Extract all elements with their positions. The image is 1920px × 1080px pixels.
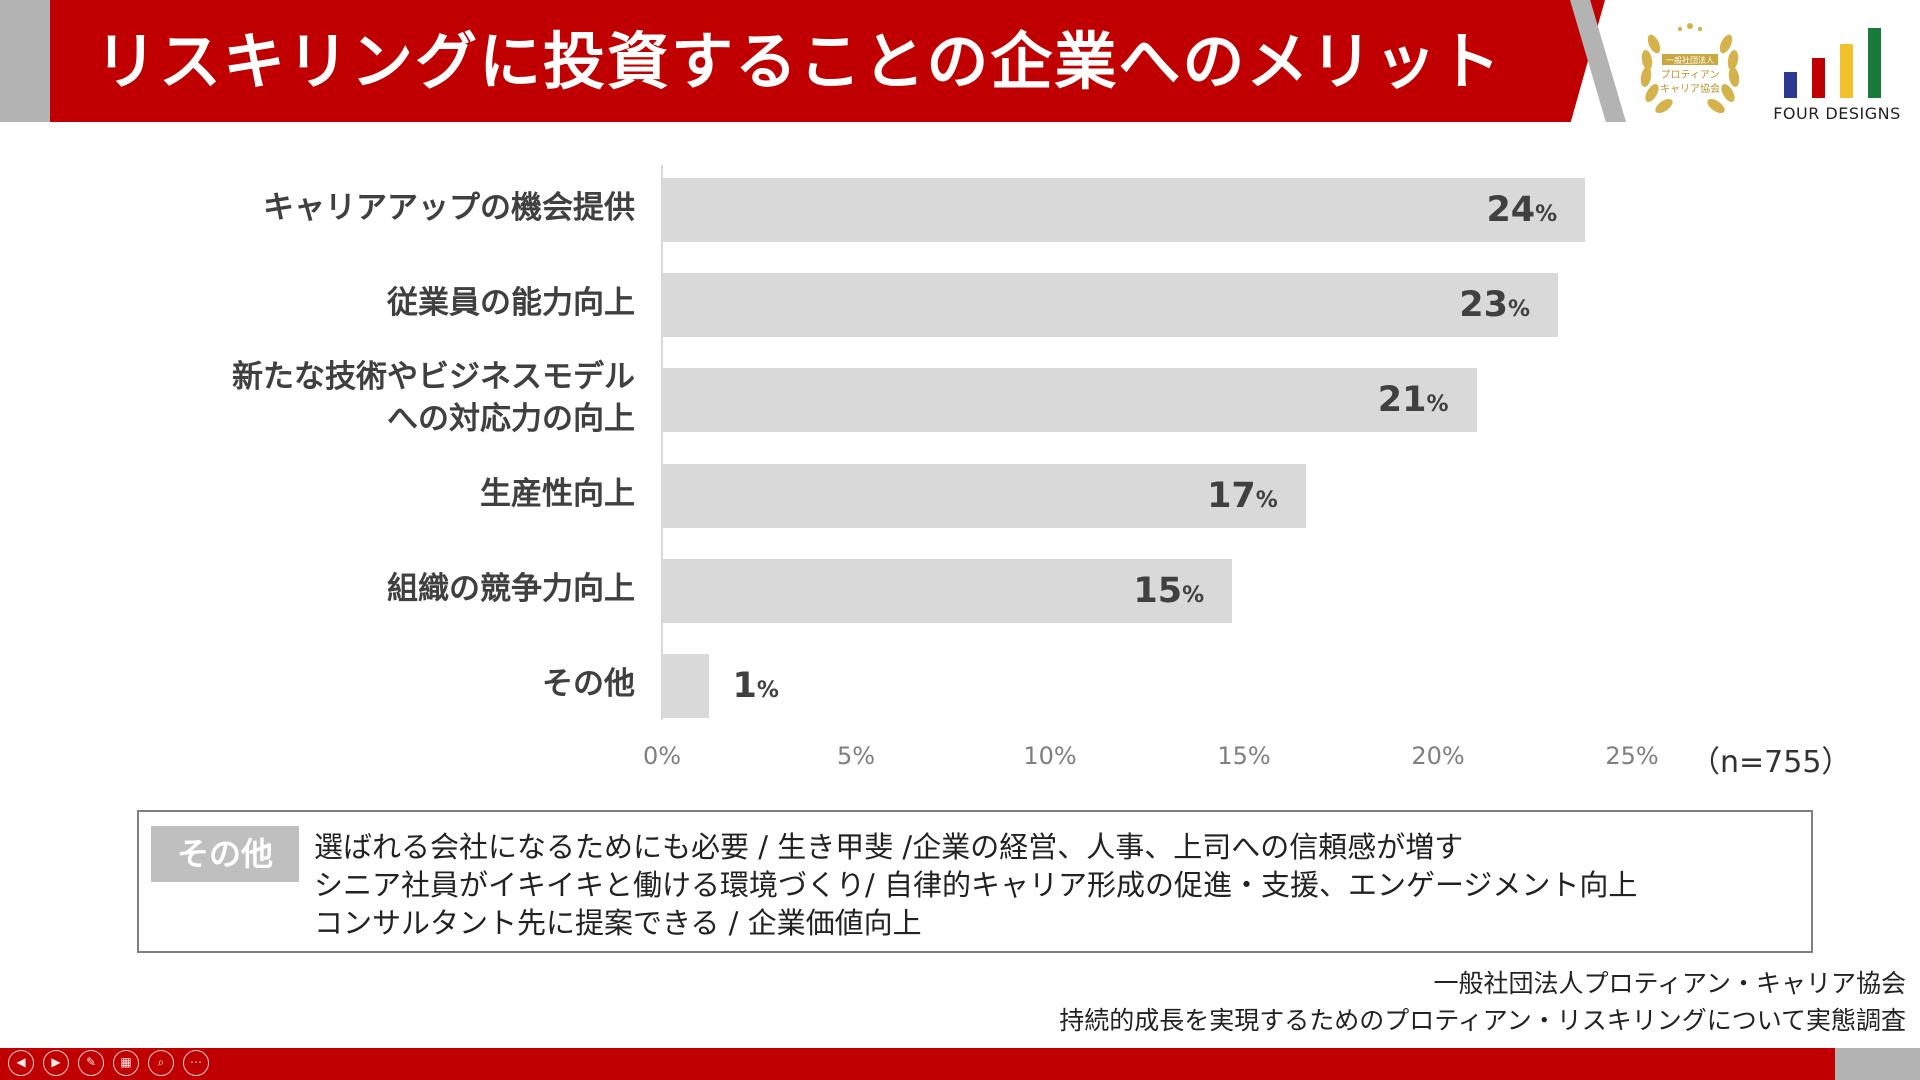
data-label: 23% [1459, 285, 1530, 325]
logo-bar [1812, 58, 1825, 98]
category-label-line: への対応力の向上 [387, 401, 635, 438]
data-label-value: 24 [1486, 190, 1536, 230]
sample-size-note: （n=755） [1690, 745, 1852, 780]
other-response-line: コンサルタント先に提案できる / 企業価値向上 [314, 906, 922, 940]
category-label-line: 生産性向上 [480, 475, 635, 512]
x-tick-label: 15% [1217, 742, 1271, 770]
bar [662, 654, 709, 718]
laurel-icon: 一般社団法人 プロティアン キャリア協会 [1640, 23, 1740, 114]
category-label: キャリアアップの機会提供 [155, 187, 635, 229]
data-label-value: 1 [732, 666, 757, 706]
category-axis-line [661, 165, 663, 720]
category-label-line: 従業員の能力向上 [387, 285, 635, 322]
data-label-value: 15 [1133, 570, 1183, 611]
other-responses-box: その他 選ばれる会社になるためにも必要 / 生き甲斐 /企業の経営、人事、上司へ… [137, 810, 1813, 953]
bar [662, 558, 1233, 623]
logo-bars-icon [1784, 28, 1881, 98]
source-citation: 一般社団法人プロティアン・キャリア協会 持続的成長を実現するためのプロティアン・… [1059, 965, 1906, 1039]
data-label-unit: % [1182, 582, 1205, 608]
bar [662, 178, 1586, 242]
data-label-value: 17 [1207, 475, 1256, 516]
other-response-line: シニア社員がイキイキと働ける環境づくり/ 自律的キャリア形成の促進・支援、エンゲ… [314, 868, 1638, 902]
slideshow-controls: ◀ ▶ ✎ ▦ ⌕ ⋯ [8, 1050, 209, 1076]
bar [662, 463, 1307, 528]
data-label: 21% [1378, 380, 1449, 420]
category-label-line: キャリアアップの機会提供 [263, 190, 635, 226]
badge-line-1: 一般社団法人 [1666, 55, 1714, 65]
category-label-line: 新たな技術やビジネスモデル [232, 359, 635, 396]
bar-chart: （n=755） キャリアアップの機会提供 24% 従業員の能力向上 23% 新たな技術や… [155, 165, 1852, 780]
data-label: 15% [1133, 571, 1204, 611]
data-label-unit: % [756, 678, 779, 703]
zoom-icon[interactable]: ⌕ [148, 1050, 174, 1076]
data-label-unit: % [1535, 202, 1558, 227]
slides-icon[interactable]: ▦ [113, 1050, 139, 1076]
data-label-value: 21 [1377, 380, 1427, 421]
badge-line-3: キャリア協会 [1660, 82, 1720, 95]
footer-accent [1835, 1048, 1920, 1080]
data-label: 1% [733, 666, 779, 706]
association-badge: 一般社団法人 プロティアン キャリア協会 [1632, 14, 1748, 126]
category-label-line: 組織の競争力向上 [387, 570, 635, 607]
data-label-unit: % [1426, 392, 1449, 418]
more-icon[interactable]: ⋯ [183, 1050, 209, 1076]
x-tick-label: 5% [836, 742, 876, 770]
footer-bar [0, 1048, 1835, 1080]
source-organization: 一般社団法人プロティアン・キャリア協会 [1433, 969, 1906, 998]
x-tick-label: 25% [1605, 742, 1659, 770]
previous-icon[interactable]: ◀ [8, 1050, 34, 1076]
four-designs-logo: FOUR DESIGNS [1762, 20, 1912, 130]
next-icon[interactable]: ▶ [43, 1050, 69, 1076]
bar [662, 368, 1477, 433]
other-tag: その他 [151, 826, 299, 882]
other-responses: 選ばれる会社になるためにも必要 / 生き甲斐 /企業の経営、人事、上司への信頼感… [314, 828, 1637, 942]
data-label: 24% [1486, 190, 1557, 230]
data-label-value: 23 [1459, 285, 1508, 326]
badge-line-2: プロティアン [1661, 69, 1720, 81]
pen-icon[interactable]: ✎ [78, 1050, 104, 1076]
data-label: 17% [1207, 476, 1278, 516]
category-label: その他 [155, 663, 635, 705]
source-survey: 持続的成長を実現するためのプロティアン・リスキリングについて実態調査 [1059, 1006, 1906, 1035]
x-tick-label: 20% [1411, 742, 1465, 770]
category-label: 従業員の能力向上 [155, 282, 635, 324]
logo-text: FOUR DESIGNS [1773, 104, 1901, 123]
page-title: リスキリングに投資することの企業へのメリット [95, 25, 1503, 98]
category-label: 組織の競争力向上 [155, 568, 635, 610]
category-label: 生産性向上 [155, 473, 635, 515]
header-left-accent [0, 0, 50, 122]
data-label-unit: % [1255, 487, 1278, 513]
bar [662, 273, 1559, 338]
other-response-line: 選ばれる会社になるためにも必要 / 生き甲斐 /企業の経営、人事、上司への信頼感… [314, 830, 1464, 864]
logo-bar [1784, 72, 1797, 98]
header-bar [50, 0, 1605, 122]
data-label-unit: % [1507, 297, 1531, 323]
category-label: 新たな技術やビジネスモデルへの対応力の向上 [155, 356, 635, 440]
logo-bar [1868, 28, 1881, 98]
x-tick-label: 0% [642, 742, 682, 770]
logo-bar [1840, 44, 1853, 98]
category-label-line: その他 [542, 666, 635, 702]
x-tick-label: 10% [1023, 742, 1077, 770]
